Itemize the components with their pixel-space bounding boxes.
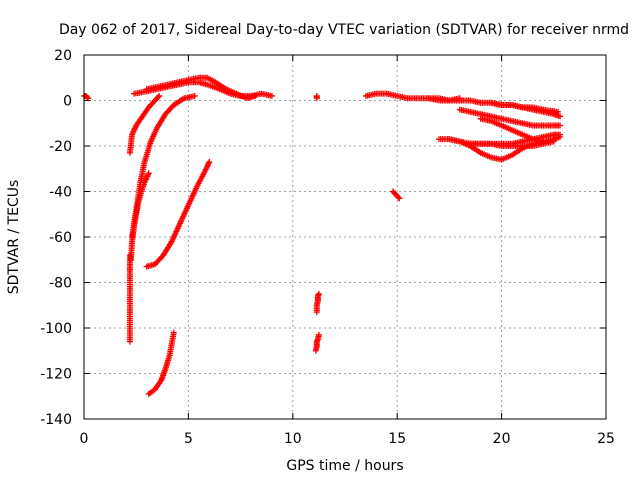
y-tick-label: -140 [40,412,72,428]
x-tick-label: 25 [597,431,615,447]
series-arc-21 [467,138,557,149]
data-point [252,92,259,99]
data-marks [81,74,564,397]
y-tick-label: -120 [40,367,72,383]
chart-title: Day 062 of 2017, Sidereal Day-to-day VTE… [59,22,629,38]
series-arc-11 [313,290,322,316]
y-tick-label: 0 [63,94,72,110]
x-tick-label: 20 [493,431,511,447]
x-axis-label: GPS time / hours [286,458,403,474]
data-point [85,95,92,102]
y-axis-label: SDTVAR / TECUs [6,180,22,295]
data-point [155,94,162,101]
data-point [145,170,152,177]
data-point [268,92,275,99]
data-point [315,290,322,297]
series-arc-7 [129,92,198,240]
data-point [170,329,177,336]
y-tick-label: -40 [49,185,72,201]
data-point [550,138,557,145]
data-point [313,92,320,99]
data-point [557,122,564,129]
y-tick-label: -80 [49,276,72,292]
data-point [557,113,564,120]
x-tick-label: 5 [184,431,193,447]
series-arc-12 [312,331,322,354]
series-arc-1 [81,92,92,102]
series-arc-3 [143,74,259,102]
y-tick-label: -20 [49,139,72,155]
data-point [315,331,322,338]
x-tick-labels: 0 5 10 15 20 25 [80,431,615,447]
series-arc-9 [145,329,177,397]
series-arc-5 [126,252,133,345]
data-point [396,195,403,202]
series-arc-16 [390,188,403,202]
series-arc-8 [143,158,213,270]
y-tick-label: -60 [49,230,72,246]
series-arc-15 [488,99,564,120]
y-tick-labels: 20 0 -20 -40 -60 -80 -100 -120 -140 [40,48,72,428]
data-point [156,92,163,99]
series-arc-4 [126,92,163,156]
x-tick-label: 15 [388,431,406,447]
series-arc-10 [313,92,320,102]
data-point [395,194,402,201]
x-tick-label: 10 [284,431,302,447]
plot-frame [83,54,607,420]
y-tick-label: -100 [40,321,72,337]
data-point [84,94,91,101]
y-tick-label: 20 [54,48,72,64]
series-arc-19 [456,106,564,129]
data-point [557,133,564,140]
data-point [191,92,198,99]
x-tick-label: 0 [80,431,89,447]
data-point [206,158,213,165]
